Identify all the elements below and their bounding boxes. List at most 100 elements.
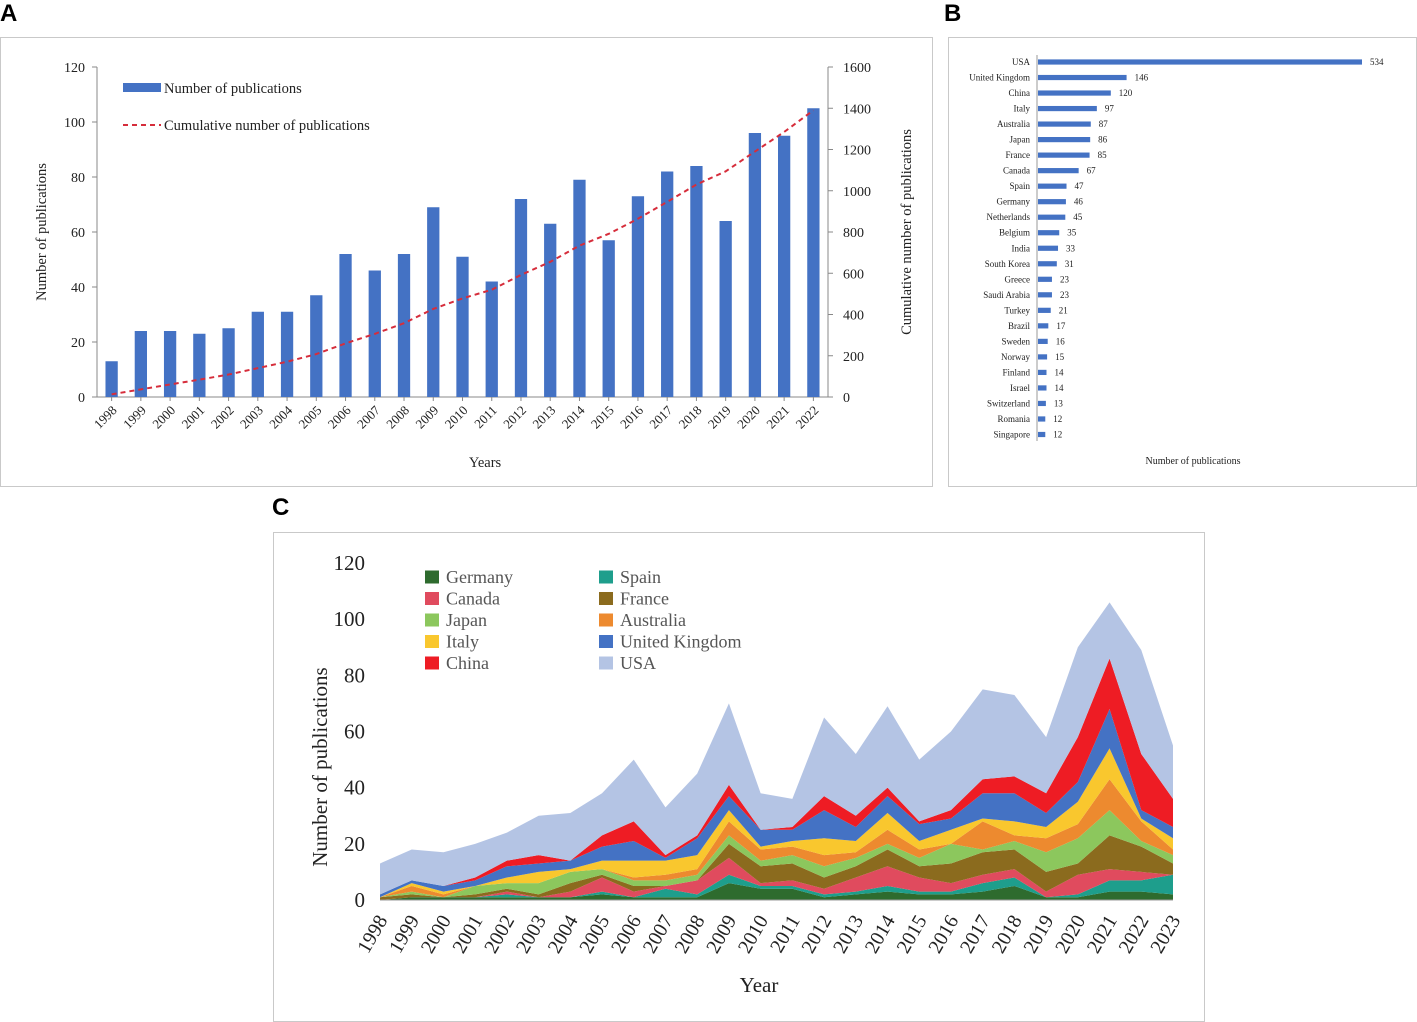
c-legend-label: Italy bbox=[446, 632, 479, 652]
c-y-tick-label: 40 bbox=[344, 776, 365, 800]
b-value-label: 146 bbox=[1135, 73, 1149, 83]
b-category-label: United Kingdom bbox=[969, 73, 1030, 83]
b-category-label: USA bbox=[1012, 57, 1031, 67]
b-value-label: 67 bbox=[1087, 166, 1097, 176]
c-area-spain bbox=[380, 874, 1173, 900]
a-bar bbox=[427, 207, 440, 397]
c-x-tick-label: 2014 bbox=[861, 912, 900, 958]
a-x-tick-label: 2019 bbox=[705, 403, 734, 432]
b-category-label: Australia bbox=[997, 119, 1030, 129]
c-x-axis-title: Year bbox=[740, 973, 779, 997]
a-x-tick-label: 1999 bbox=[120, 403, 149, 432]
a-bar bbox=[514, 199, 528, 397]
a-y2-axis-title: Cumulative number of publications bbox=[899, 129, 915, 335]
b-bar bbox=[1038, 168, 1079, 174]
c-x-tick-label: 2020 bbox=[1051, 912, 1090, 958]
b-bar bbox=[1038, 74, 1127, 81]
a-y-tick-label: 60 bbox=[71, 226, 85, 241]
b-value-label: 16 bbox=[1056, 336, 1066, 346]
b-bar bbox=[1038, 323, 1049, 329]
b-bar bbox=[1038, 90, 1111, 96]
b-bar bbox=[1038, 199, 1066, 205]
b-category-label: South Korea bbox=[985, 259, 1030, 269]
b-category-label: Italy bbox=[1014, 104, 1031, 114]
b-value-label: 97 bbox=[1105, 104, 1115, 114]
c-legend-label: China bbox=[446, 653, 489, 673]
b-bar bbox=[1038, 431, 1046, 438]
b-value-label: 86 bbox=[1098, 135, 1108, 145]
c-legend-label: USA bbox=[620, 653, 656, 673]
a-y2-tick-label: 1000 bbox=[843, 185, 871, 200]
a-bar bbox=[631, 196, 645, 397]
b-bar bbox=[1038, 245, 1059, 251]
a-x-tick-label: 2007 bbox=[354, 402, 383, 431]
a-bar bbox=[777, 135, 791, 397]
b-value-label: 14 bbox=[1054, 367, 1064, 377]
b-value-label: 534 bbox=[1370, 57, 1384, 67]
a-bar bbox=[310, 295, 323, 397]
c-x-tick-label: 2002 bbox=[480, 912, 519, 958]
c-legend-swatch bbox=[425, 613, 439, 627]
b-value-label: 23 bbox=[1060, 274, 1070, 284]
a-x-tick-label: 2004 bbox=[266, 402, 295, 431]
a-bar bbox=[163, 331, 177, 397]
c-x-tick-label: 2000 bbox=[417, 912, 456, 958]
b-category-label: France bbox=[1006, 150, 1031, 160]
a-x-tick-label: 2008 bbox=[383, 403, 412, 432]
a-bar bbox=[602, 240, 615, 397]
c-legend-swatch bbox=[599, 656, 613, 670]
b-bar bbox=[1038, 137, 1091, 143]
a-x-axis-title: Years bbox=[469, 455, 502, 471]
c-x-tick-label: 2006 bbox=[607, 912, 646, 958]
a-x-tick-label: 2017 bbox=[646, 402, 675, 431]
c-legend-swatch bbox=[599, 635, 613, 648]
a-bar bbox=[280, 311, 294, 397]
a-bar bbox=[544, 223, 557, 397]
b-bar bbox=[1038, 183, 1067, 189]
b-bar bbox=[1038, 276, 1052, 282]
b-category-label: Israel bbox=[1010, 383, 1030, 393]
b-category-label: Belgium bbox=[999, 228, 1030, 238]
a-bar bbox=[661, 171, 674, 397]
b-category-label: Switzerland bbox=[987, 398, 1030, 408]
a-bar bbox=[222, 328, 235, 397]
b-value-label: 21 bbox=[1059, 305, 1068, 315]
b-bar bbox=[1038, 354, 1048, 360]
c-area-usa bbox=[380, 602, 1173, 895]
b-category-label: Romania bbox=[998, 414, 1031, 424]
a-y-tick-label: 80 bbox=[71, 171, 85, 186]
b-value-label: 46 bbox=[1074, 197, 1084, 207]
c-x-tick-label: 1999 bbox=[385, 912, 424, 958]
b-bar bbox=[1038, 385, 1047, 391]
c-x-tick-label: 2001 bbox=[448, 912, 487, 958]
a-y2-tick-label: 600 bbox=[843, 267, 864, 282]
a-bar bbox=[339, 254, 352, 397]
b-category-label: Greece bbox=[1005, 274, 1030, 284]
c-legend-swatch bbox=[599, 592, 613, 605]
a-legend-line-label: Cumulative number of publications bbox=[164, 118, 370, 134]
b-bar bbox=[1038, 400, 1046, 407]
c-x-tick-label: 2011 bbox=[766, 912, 805, 957]
b-bar bbox=[1038, 292, 1052, 298]
b-category-label: Turkey bbox=[1004, 305, 1030, 315]
c-x-tick-label: 2023 bbox=[1146, 912, 1185, 958]
a-x-tick-label: 2006 bbox=[325, 402, 354, 431]
panel-label-c: C bbox=[272, 494, 290, 521]
c-legend-swatch bbox=[425, 570, 439, 584]
a-x-tick-label: 2009 bbox=[412, 403, 441, 432]
a-bar bbox=[134, 331, 148, 397]
a-y-tick-label: 20 bbox=[71, 336, 85, 351]
c-y-axis-title: Number of publications bbox=[308, 667, 332, 866]
a-x-tick-label: 1998 bbox=[91, 403, 120, 432]
c-y-tick-label: 80 bbox=[344, 663, 365, 687]
a-bar bbox=[690, 166, 703, 397]
a-x-tick-label: 2021 bbox=[763, 403, 792, 432]
a-x-tick-label: 2016 bbox=[617, 402, 646, 431]
b-category-label: Japan bbox=[1010, 135, 1031, 145]
c-x-tick-label: 2016 bbox=[924, 912, 963, 958]
b-category-label: Sweden bbox=[1002, 336, 1031, 346]
c-x-tick-label: 2021 bbox=[1083, 912, 1122, 958]
a-x-tick-label: 2011 bbox=[471, 403, 500, 432]
c-x-tick-label: 2012 bbox=[797, 912, 836, 958]
a-y2-tick-label: 1600 bbox=[843, 61, 871, 76]
